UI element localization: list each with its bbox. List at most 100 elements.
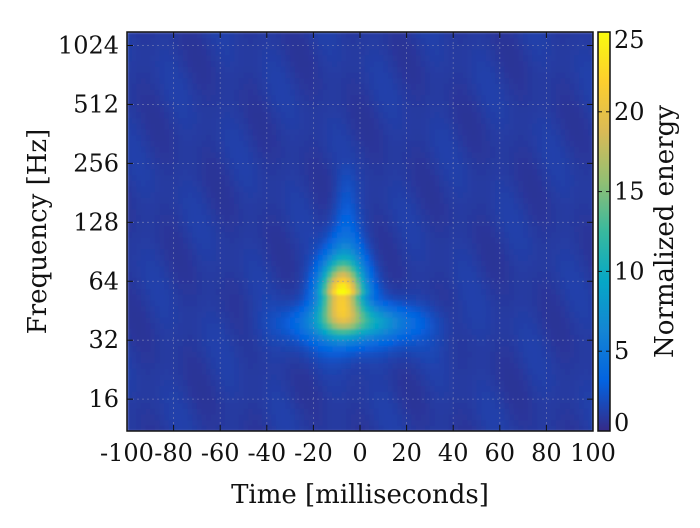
heatmap-cell	[336, 351, 342, 358]
heatmap-cell	[350, 248, 356, 255]
heatmap-cell	[387, 214, 394, 221]
heatmap-cell	[392, 402, 398, 409]
heatmap-cell	[285, 231, 291, 238]
heatmap-cell	[346, 368, 352, 375]
heatmap-cell	[173, 163, 179, 170]
heatmap-cell	[425, 265, 431, 272]
heatmap-cell	[401, 374, 408, 381]
heatmap-cell	[271, 203, 277, 210]
heatmap-cell	[136, 117, 142, 124]
heatmap-cell	[276, 334, 282, 341]
heatmap-cell	[453, 391, 459, 398]
heatmap-cell	[150, 328, 156, 335]
heatmap-cell	[215, 208, 221, 215]
heatmap-cell	[373, 214, 380, 221]
heatmap-cell	[411, 49, 417, 56]
heatmap-cell	[299, 174, 305, 181]
heatmap-cell	[164, 305, 170, 312]
heatmap-cell	[350, 231, 356, 238]
heatmap-cell	[360, 140, 366, 147]
heatmap-cell	[318, 168, 324, 176]
heatmap-cell	[234, 123, 240, 130]
heatmap-cell	[360, 60, 366, 67]
heatmap-cell	[327, 419, 333, 426]
heatmap-cell	[252, 77, 259, 84]
heatmap-cell	[448, 77, 454, 84]
heatmap-cell	[429, 100, 436, 107]
heatmap-cell	[252, 60, 259, 67]
heatmap-cell	[387, 220, 394, 227]
heatmap-cell	[401, 328, 408, 335]
heatmap-cell	[457, 419, 464, 426]
heatmap-cell	[313, 277, 319, 284]
heatmap-cell	[136, 385, 142, 392]
heatmap-cell	[248, 385, 254, 392]
heatmap-cell	[415, 265, 422, 272]
heatmap-cell	[443, 225, 450, 233]
heatmap-cell	[280, 351, 287, 358]
heatmap-cell	[294, 117, 301, 124]
heatmap-cell	[252, 185, 259, 193]
heatmap-cell	[336, 60, 342, 67]
heatmap-cell	[168, 237, 175, 244]
heatmap-cell	[346, 83, 352, 90]
heatmap-cell	[196, 71, 203, 79]
heatmap-cell	[210, 191, 217, 198]
heatmap-cell	[276, 185, 282, 193]
heatmap-cell	[336, 339, 342, 347]
heatmap-cell	[332, 402, 338, 409]
heatmap-cell	[299, 362, 305, 369]
heatmap-cell	[401, 305, 408, 312]
heatmap-cell	[308, 185, 314, 193]
heatmap-cell	[290, 157, 296, 164]
heatmap-cell	[136, 311, 142, 318]
heatmap-cell	[290, 328, 296, 335]
heatmap-cell	[318, 71, 324, 79]
heatmap-cell	[332, 391, 338, 398]
heatmap-cell	[387, 311, 394, 318]
heatmap-cell	[341, 60, 347, 67]
heatmap-cell	[164, 71, 170, 79]
heatmap-cell	[150, 237, 156, 244]
heatmap-cell	[285, 77, 291, 84]
heatmap-cell	[299, 402, 305, 409]
heatmap-cell	[355, 168, 361, 176]
heatmap-cell	[313, 100, 319, 107]
heatmap-cell	[150, 322, 156, 329]
heatmap-cell	[159, 260, 165, 267]
heatmap-cell	[173, 71, 179, 79]
heatmap-cell	[243, 299, 249, 307]
heatmap-cell	[397, 322, 403, 329]
heatmap-cell	[332, 299, 338, 307]
heatmap-cell	[224, 391, 231, 398]
heatmap-cell	[448, 100, 454, 107]
heatmap-cell	[373, 402, 380, 409]
heatmap-cell	[299, 37, 305, 44]
heatmap-cell	[168, 111, 175, 119]
heatmap-cell	[271, 71, 277, 79]
heatmap-cell	[327, 54, 333, 62]
heatmap-cell	[448, 197, 454, 204]
heatmap-cell	[173, 237, 179, 244]
heatmap-cell	[276, 49, 282, 56]
heatmap-cell	[187, 163, 193, 170]
heatmap-cell	[327, 83, 333, 90]
heatmap-cell	[196, 260, 203, 267]
heatmap-cell	[322, 185, 328, 193]
heatmap-cell	[210, 254, 217, 261]
heatmap-cell	[243, 237, 249, 244]
heatmap-cell	[346, 71, 352, 79]
heatmap-cell	[411, 83, 417, 90]
heatmap-cell	[355, 71, 361, 79]
heatmap-cell	[140, 311, 147, 318]
heatmap-cell	[201, 71, 207, 79]
heatmap-cell	[355, 66, 361, 73]
heatmap-cell	[215, 191, 221, 198]
heatmap-cell	[201, 49, 207, 56]
heatmap-cell	[234, 288, 240, 295]
heatmap-cell	[429, 351, 436, 358]
heatmap-cell	[159, 71, 165, 79]
heatmap-cell	[369, 106, 375, 113]
heatmap-cell	[173, 83, 179, 90]
heatmap-cell	[178, 208, 184, 215]
